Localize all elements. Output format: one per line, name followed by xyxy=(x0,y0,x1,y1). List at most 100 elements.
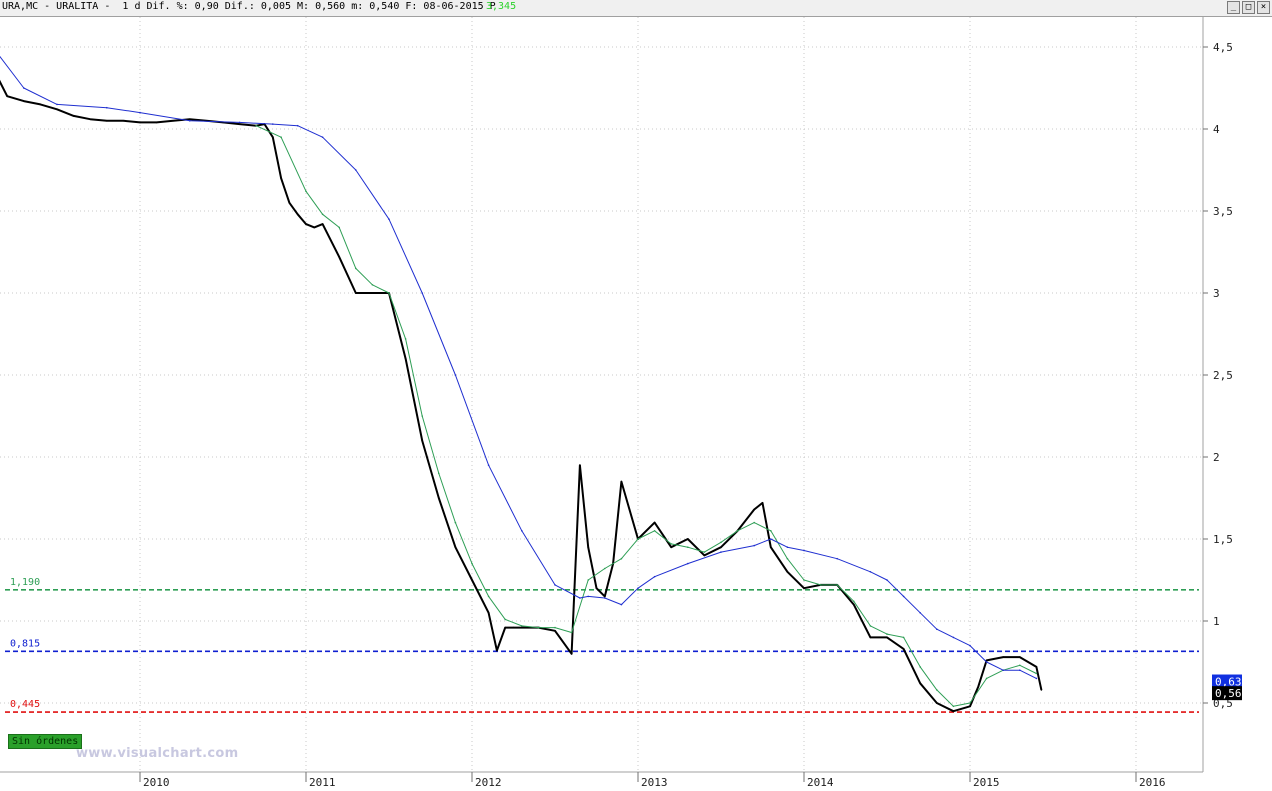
data-point xyxy=(371,284,374,286)
data-point xyxy=(620,557,623,560)
data-point xyxy=(438,472,440,475)
price-label-box xyxy=(1212,674,1242,689)
data-point xyxy=(687,562,689,565)
x-tick-label: 2013 xyxy=(641,776,668,789)
data-point xyxy=(338,256,341,258)
data-point xyxy=(355,292,357,294)
data-point xyxy=(770,530,772,532)
data-point xyxy=(139,121,141,124)
data-point xyxy=(853,603,855,606)
data-point xyxy=(521,625,523,627)
data-point xyxy=(919,612,921,614)
data-point xyxy=(985,661,988,663)
y-tick-label: 1,5 xyxy=(1213,533,1233,546)
data-point xyxy=(936,628,938,630)
data-point xyxy=(554,630,556,632)
data-point xyxy=(272,136,274,138)
data-point xyxy=(736,530,739,532)
chart-title: URA,MC - URALITA - 1 d Dif. %: 0,90 Dif.… xyxy=(2,1,496,12)
data-point xyxy=(803,587,805,589)
data-point xyxy=(902,648,905,650)
window-titlebar: URA,MC - URALITA - 1 d Dif. %: 0,90 Dif.… xyxy=(0,0,1272,17)
data-point xyxy=(272,123,274,125)
watermark: www.visualchart.com xyxy=(76,746,239,761)
data-point xyxy=(504,618,507,621)
data-point xyxy=(637,538,639,540)
data-point xyxy=(819,584,822,586)
data-point xyxy=(570,653,573,655)
data-point xyxy=(753,521,755,524)
data-point xyxy=(886,633,888,635)
data-point xyxy=(255,124,257,127)
data-point xyxy=(770,538,772,540)
data-point xyxy=(969,702,971,704)
data-point xyxy=(703,551,706,553)
data-point xyxy=(404,338,407,340)
data-point xyxy=(687,538,689,540)
data-point xyxy=(454,521,457,524)
data-point xyxy=(487,464,490,467)
data-point xyxy=(6,95,8,97)
data-point xyxy=(471,562,473,565)
data-point xyxy=(280,136,282,138)
price-label-text: 0,56 xyxy=(1215,687,1242,700)
data-point xyxy=(869,571,872,573)
data-point xyxy=(172,120,174,122)
data-point xyxy=(388,218,390,220)
minimize-button[interactable]: _ xyxy=(1227,1,1240,14)
price-label-box xyxy=(1212,686,1242,701)
data-point xyxy=(919,682,921,685)
maximize-button[interactable]: □ xyxy=(1242,1,1255,14)
data-point xyxy=(969,705,971,708)
data-point xyxy=(836,584,838,586)
price-label-text: 0,631 xyxy=(1215,676,1248,689)
data-point xyxy=(23,87,25,89)
y-tick-label: 2 xyxy=(1213,451,1220,464)
data-point xyxy=(902,636,905,639)
data-point xyxy=(56,103,58,106)
data-point xyxy=(902,595,905,598)
data-point xyxy=(321,213,324,216)
data-point xyxy=(23,100,25,102)
data-point xyxy=(313,226,316,229)
data-point xyxy=(487,612,490,614)
data-point xyxy=(355,169,357,171)
data-point xyxy=(139,111,141,114)
data-point xyxy=(454,546,457,548)
data-point xyxy=(487,595,490,598)
data-point xyxy=(753,508,755,511)
x-tick-label: 2015 xyxy=(973,776,1000,789)
data-point xyxy=(620,480,623,483)
data-point xyxy=(604,567,606,570)
data-point xyxy=(604,597,606,599)
data-point xyxy=(371,292,374,294)
data-point xyxy=(952,705,955,708)
series-line xyxy=(255,125,1037,707)
data-point xyxy=(761,502,764,504)
data-point xyxy=(720,541,722,544)
data-point xyxy=(786,571,789,573)
series-line xyxy=(0,55,1037,679)
time-axis: 2010 2011 2012 2013 2014 2015 2016 xyxy=(139,772,1166,789)
data-point xyxy=(512,626,515,629)
data-point xyxy=(504,626,507,629)
y-tick-label: 1 xyxy=(1213,615,1220,628)
data-point xyxy=(786,546,789,548)
orders-status-badge[interactable]: Sin órdenes xyxy=(8,734,83,749)
data-point xyxy=(803,549,805,552)
data-point xyxy=(305,223,307,225)
data-point xyxy=(670,543,672,545)
data-point xyxy=(537,626,540,629)
y-tick-label: 0,5 xyxy=(1213,697,1233,710)
data-point xyxy=(886,636,888,639)
data-point xyxy=(305,190,307,193)
grid xyxy=(0,17,1203,772)
data-point xyxy=(936,702,938,704)
data-point xyxy=(288,202,291,204)
data-point xyxy=(189,120,191,122)
data-point xyxy=(321,136,324,138)
data-point xyxy=(554,626,556,629)
data-point xyxy=(836,557,838,560)
close-button[interactable]: × xyxy=(1257,1,1270,14)
